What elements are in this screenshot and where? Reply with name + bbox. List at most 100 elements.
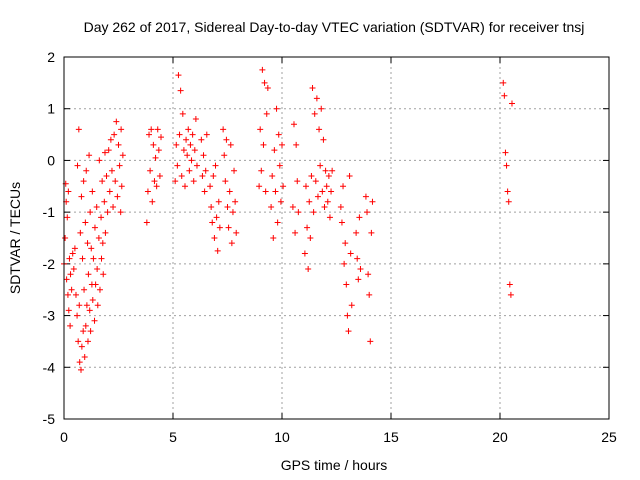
- data-point: [222, 178, 229, 185]
- data-point: [295, 209, 302, 216]
- y-tick-label: 0: [47, 152, 55, 168]
- data-point: [276, 162, 283, 169]
- data-point: [152, 154, 159, 161]
- data-point: [309, 85, 316, 92]
- data-point: [264, 85, 271, 92]
- data-point: [64, 214, 71, 221]
- data-point: [80, 178, 87, 185]
- data-point: [213, 214, 220, 221]
- y-tick-label: -5: [43, 411, 56, 427]
- data-point: [231, 167, 238, 174]
- data-point: [502, 149, 509, 156]
- data-point: [118, 183, 125, 190]
- data-point: [198, 136, 205, 143]
- data-point: [319, 188, 326, 195]
- data-point: [226, 188, 233, 195]
- data-point: [202, 167, 209, 174]
- y-axis-label: SDTVAR / TECUs: [7, 182, 23, 294]
- data-point: [310, 209, 317, 216]
- data-point: [262, 188, 269, 195]
- data-point: [208, 203, 215, 210]
- data-point: [292, 229, 299, 236]
- data-point: [341, 260, 348, 267]
- data-point: [104, 209, 111, 216]
- data-point: [301, 250, 308, 257]
- data-point: [175, 72, 182, 79]
- data-point: [91, 317, 98, 324]
- data-point: [357, 266, 364, 273]
- data-point: [181, 183, 188, 190]
- data-point: [508, 100, 515, 107]
- data-point: [75, 126, 82, 133]
- data-point: [302, 183, 309, 190]
- data-point: [64, 291, 71, 298]
- data-point: [362, 193, 369, 200]
- data-point: [150, 141, 157, 148]
- data-point: [321, 203, 328, 210]
- data-point: [66, 255, 73, 262]
- data-point: [294, 178, 301, 185]
- x-tick-label: 5: [169, 429, 177, 445]
- data-point: [316, 126, 323, 133]
- data-point: [149, 198, 156, 205]
- data-point: [228, 240, 235, 247]
- data-point: [268, 203, 275, 210]
- data-point: [96, 286, 103, 293]
- data-series: [61, 66, 515, 373]
- data-point: [102, 229, 109, 236]
- data-point: [187, 141, 194, 148]
- data-point: [353, 229, 360, 236]
- data-point: [203, 131, 210, 138]
- data-point: [340, 183, 347, 190]
- data-point: [148, 126, 155, 133]
- data-point: [328, 188, 335, 195]
- data-point: [68, 286, 75, 293]
- data-point: [76, 359, 83, 366]
- data-point: [98, 214, 105, 221]
- data-point: [368, 229, 375, 236]
- data-point: [153, 183, 160, 190]
- data-point: [325, 172, 332, 179]
- data-point: [69, 250, 76, 257]
- y-tick-label: -3: [43, 308, 56, 324]
- data-point: [156, 172, 163, 179]
- data-point: [107, 136, 114, 143]
- data-point: [146, 131, 153, 138]
- data-point: [501, 92, 508, 99]
- data-point: [117, 209, 124, 216]
- data-point: [71, 245, 78, 252]
- data-point: [83, 302, 90, 309]
- data-point: [193, 162, 200, 169]
- data-point: [306, 198, 313, 205]
- data-point: [504, 188, 511, 195]
- data-point: [232, 198, 239, 205]
- data-point: [89, 188, 96, 195]
- data-point: [329, 167, 336, 174]
- data-point: [199, 172, 206, 179]
- data-point: [80, 328, 87, 335]
- data-point: [323, 183, 330, 190]
- y-tick-label: 2: [47, 49, 55, 65]
- data-point: [324, 198, 331, 205]
- data-point: [345, 328, 352, 335]
- data-point: [259, 66, 266, 73]
- data-point: [103, 172, 110, 179]
- data-point: [74, 312, 81, 319]
- data-point: [347, 250, 354, 257]
- data-point: [201, 188, 208, 195]
- data-point: [503, 162, 510, 169]
- data-point: [74, 162, 81, 169]
- data-point: [354, 255, 361, 262]
- data-point: [500, 79, 507, 86]
- data-point: [314, 193, 321, 200]
- data-point: [86, 152, 93, 159]
- data-point: [342, 240, 349, 247]
- data-point: [99, 178, 106, 185]
- x-tick-label: 20: [492, 429, 508, 445]
- data-point: [186, 167, 193, 174]
- data-point: [313, 95, 320, 102]
- plot-frame: [63, 56, 610, 420]
- data-point: [155, 147, 162, 154]
- data-point: [93, 203, 100, 210]
- data-point: [114, 193, 121, 200]
